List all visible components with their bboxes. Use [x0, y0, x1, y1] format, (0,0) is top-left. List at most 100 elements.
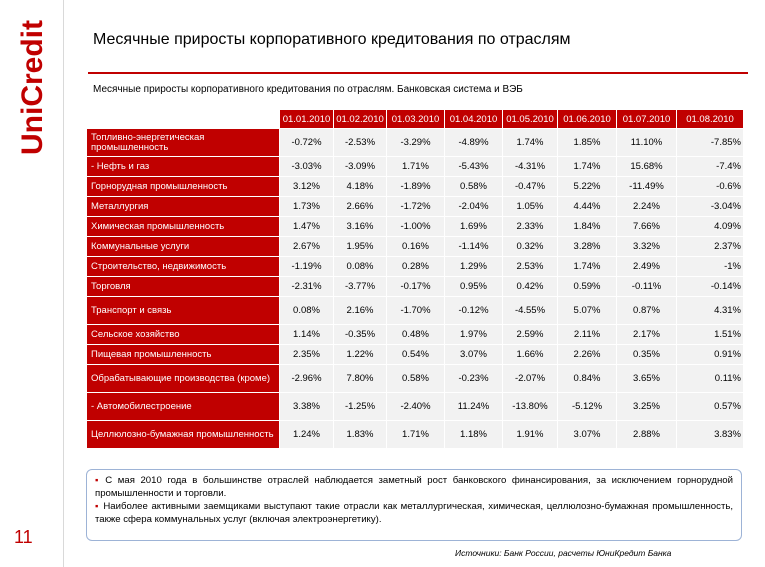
table-cell: 2.17% [616, 324, 677, 345]
column-header: 01.05.2010 [502, 109, 558, 129]
table-row: Топливно-энергетическая промышленность -0… [86, 128, 744, 157]
row-label: Коммунальные услуги [86, 236, 280, 257]
title-divider [88, 72, 748, 74]
table-cell: -5.12% [557, 392, 617, 421]
table-cell: 3.28% [557, 236, 617, 257]
commentary-box: ▪ С мая 2010 года в большинстве отраслей … [86, 469, 742, 541]
table-row: Горнорудная промышленность 3.12% 4.18% -1.8… [86, 176, 744, 197]
table-cell: -3.04% [676, 196, 744, 217]
table-cell: 0.32% [502, 236, 558, 257]
table-cell: 2.33% [502, 216, 558, 237]
table-cell: -0.47% [502, 176, 558, 197]
brand-sidebar: UniCredit 11 [0, 0, 64, 567]
table-cell: 2.59% [502, 324, 558, 345]
table-cell: 1.14% [279, 324, 334, 345]
table-cell: 3.07% [444, 344, 503, 365]
table-cell: 0.57% [676, 392, 744, 421]
row-label: Целлюлозно-бумажная промышленность [86, 420, 280, 449]
table-cell: 1.74% [557, 156, 617, 177]
table-cell: 7.80% [333, 364, 387, 393]
table-cell: 1.24% [279, 420, 334, 449]
table-cell: 0.58% [386, 364, 445, 393]
table-cell: 1.51% [676, 324, 744, 345]
table-cell: 0.84% [557, 364, 617, 393]
table-cell: -4.31% [502, 156, 558, 177]
table-row: Пищевая промышленность 2.35% 1.22% 0.54% 3.0… [86, 344, 744, 365]
table-cell: 0.54% [386, 344, 445, 365]
table-cell: -11.49% [616, 176, 677, 197]
table-cell: 3.38% [279, 392, 334, 421]
table-row: Транспорт и связь 0.08% 2.16% -1.70% -0.12% -… [86, 296, 744, 325]
table-cell: 2.66% [333, 196, 387, 217]
header-corner [86, 109, 280, 129]
table-cell: -1.89% [386, 176, 445, 197]
table-cell: 0.42% [502, 276, 558, 297]
row-label: Транспорт и связь [86, 296, 280, 325]
row-label: Металлургия [86, 196, 280, 217]
table-cell: -3.29% [386, 128, 445, 157]
table-cell: -2.07% [502, 364, 558, 393]
table-cell: -3.09% [333, 156, 387, 177]
table-row: Химическая промышленность 1.47% 3.16% -1.00… [86, 216, 744, 237]
table-row: - Нефть и газ -3.03% -3.09% 1.71% -5.43% -4.3… [86, 156, 744, 177]
table-cell: -0.23% [444, 364, 503, 393]
table-cell: 1.97% [444, 324, 503, 345]
table-cell: 1.85% [557, 128, 617, 157]
table-cell: -3.77% [333, 276, 387, 297]
table-cell: -4.55% [502, 296, 558, 325]
bullet-icon: ▪ [95, 475, 102, 486]
column-header: 01.01.2010 [279, 109, 334, 129]
unicredit-logo: UniCredit [16, 20, 49, 155]
bullet-icon: ▪ [95, 501, 100, 512]
table-header-row: 01.01.2010 01.02.2010 01.03.2010 01.04.2… [86, 109, 744, 129]
table-cell: 0.59% [557, 276, 617, 297]
table-cell: -7.85% [676, 128, 744, 157]
table-cell: -0.14% [676, 276, 744, 297]
table-cell: 3.32% [616, 236, 677, 257]
table-cell: -0.12% [444, 296, 503, 325]
table-title: Месячные приросты корпоративного кредито… [93, 84, 523, 95]
table-cell: -7.4% [676, 156, 744, 177]
table-cell: -0.11% [616, 276, 677, 297]
table-cell: 7.66% [616, 216, 677, 237]
row-label: Строительство, недвижимость [86, 256, 280, 277]
page-number: 11 [14, 527, 33, 547]
table-cell: 1.95% [333, 236, 387, 257]
row-label: Пищевая промышленность [86, 344, 280, 365]
table-cell: 0.16% [386, 236, 445, 257]
row-label: Сельское хозяйство [86, 324, 280, 345]
brand-name: UniCredit [16, 20, 49, 155]
table-cell: 0.95% [444, 276, 503, 297]
table-cell: 1.71% [386, 420, 445, 449]
table-cell: 2.11% [557, 324, 617, 345]
table-row: Коммунальные услуги 2.67% 1.95% 0.16% -1.14%… [86, 236, 744, 257]
table-cell: -1.25% [333, 392, 387, 421]
table-cell: -13.80% [502, 392, 558, 421]
table-row: Обрабатывающие производства (кроме) -2.96… [86, 364, 744, 393]
table-cell: -4.89% [444, 128, 503, 157]
row-label: Химическая промышленность [86, 216, 280, 237]
table-cell: 1.73% [279, 196, 334, 217]
table-cell: 1.74% [502, 128, 558, 157]
table-cell: 1.69% [444, 216, 503, 237]
table-cell: 0.08% [279, 296, 334, 325]
table-cell: -1% [676, 256, 744, 277]
table-row: Металлургия 1.73% 2.66% -1.72% -2.04% 1.05% 4.… [86, 196, 744, 217]
table-row: Целлюлозно-бумажная промышленность 1.24% 1… [86, 420, 744, 449]
table-cell: 1.91% [502, 420, 558, 449]
table-cell: -5.43% [444, 156, 503, 177]
table-cell: 2.49% [616, 256, 677, 277]
source-note: Источники: Банк России, расчеты ЮниКреди… [455, 548, 672, 558]
page-title: Месячные приросты корпоративного кредито… [93, 31, 571, 48]
column-header: 01.02.2010 [333, 109, 387, 129]
table-cell: 4.18% [333, 176, 387, 197]
table-row: - Автомобилестроение 3.38% -1.25% -2.40% 11.… [86, 392, 744, 421]
column-header: 01.08.2010 [676, 109, 744, 129]
table-cell: 2.16% [333, 296, 387, 325]
table-cell: -2.96% [279, 364, 334, 393]
table-cell: 1.66% [502, 344, 558, 365]
table-cell: 1.74% [557, 256, 617, 277]
note-item: ▪ Наиболее активными заемщиками выступают… [95, 500, 733, 526]
row-label: - Нефть и газ [86, 156, 280, 177]
row-label: Горнорудная промышленность [86, 176, 280, 197]
